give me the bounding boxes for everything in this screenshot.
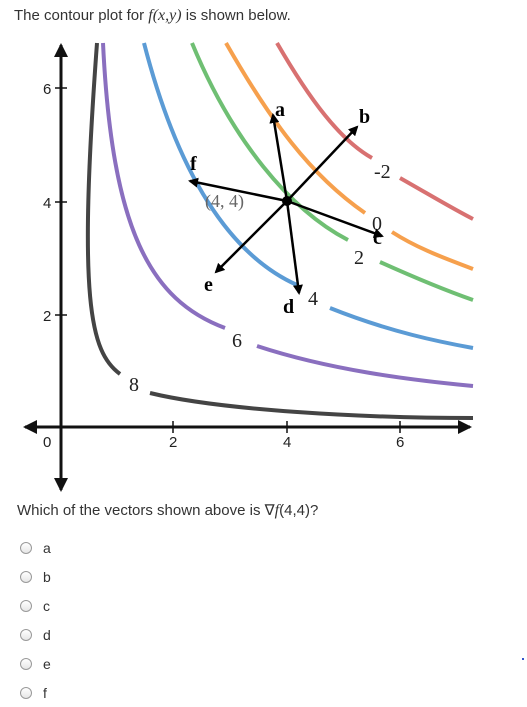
contour-label-minus2: -2	[374, 161, 391, 183]
option-label: b	[43, 569, 51, 585]
x-tick-0: 0	[43, 434, 51, 451]
option-label: c	[43, 598, 50, 614]
vector-label-c: c	[373, 227, 382, 249]
contour-curve-minus2-tail	[399, 176, 474, 221]
vector-b	[286, 125, 359, 202]
vector-label-d: d	[283, 296, 294, 318]
contour-label-8: 8	[129, 374, 139, 396]
y-tick-4: 4	[43, 195, 51, 212]
option-b[interactable]: b	[20, 566, 51, 588]
contour-curve-8-tail	[149, 391, 474, 420]
gradient-symbol: ∇	[264, 502, 275, 519]
prompt-after: is shown below.	[181, 7, 291, 24]
question-after: (4,4)?	[279, 502, 319, 519]
contour-curve-2	[190, 42, 349, 242]
radio-icon[interactable]	[20, 571, 32, 583]
option-a[interactable]: a	[20, 537, 51, 559]
x-tick-4: 4	[283, 434, 291, 451]
vector-d	[285, 200, 303, 295]
option-label: d	[43, 627, 51, 643]
radio-icon[interactable]	[20, 687, 32, 699]
vector-label-e: e	[204, 274, 213, 296]
vector-c	[286, 199, 384, 238]
y-tick-6: 6	[43, 81, 51, 98]
stray-dot	[522, 658, 524, 660]
option-label: f	[43, 685, 47, 701]
contour-label-4: 4	[308, 288, 318, 310]
contour-curve-6-tail	[256, 344, 474, 388]
vector-label-b: b	[359, 106, 370, 128]
question-before: Which of the vectors shown above is	[17, 502, 265, 519]
contour-label-0: 0	[372, 213, 382, 235]
vector-f	[188, 177, 288, 203]
prompt-function: f(x,y)	[148, 7, 182, 24]
option-c[interactable]: c	[20, 595, 50, 617]
contour-curve-6	[101, 42, 226, 330]
prompt-before: The contour plot for	[14, 7, 149, 24]
question-function: f	[274, 502, 280, 519]
point-label: (4, 4)	[205, 191, 244, 212]
vector-e	[214, 200, 288, 274]
contour-curve-4-tail	[329, 306, 474, 350]
vector-a	[269, 113, 289, 202]
contour-label-2: 2	[354, 247, 364, 269]
contour-curve-minus2	[275, 41, 373, 160]
vector-label-a: a	[275, 99, 285, 121]
vector-label-f: f	[190, 153, 197, 175]
radio-icon[interactable]	[20, 629, 32, 641]
option-d[interactable]: d	[20, 624, 51, 646]
contour-curve-0-tail	[390, 230, 474, 271]
prompt-text: The contour plot for f(x,y) is shown bel…	[14, 7, 291, 25]
question-text: Which of the vectors shown above is ∇f(4…	[17, 501, 318, 520]
x-tick-6: 6	[396, 434, 404, 451]
contour-plot: 0 2 4 6 2 4 6 8 6 4 2 0 -2 (4, 4) a b c …	[23, 41, 474, 492]
x-tick-2: 2	[169, 434, 177, 451]
contour-curve-2-tail	[379, 260, 474, 302]
radio-icon[interactable]	[20, 542, 32, 554]
contour-label-6: 6	[232, 330, 242, 352]
point-marker	[282, 196, 292, 206]
radio-icon[interactable]	[20, 658, 32, 670]
contour-curve-8	[85, 42, 122, 376]
option-label: e	[43, 656, 51, 672]
option-e[interactable]: e	[20, 653, 51, 675]
option-label: a	[43, 540, 51, 556]
contour-curve-0	[224, 42, 367, 215]
option-f[interactable]: f	[20, 682, 47, 704]
contour-curve-4	[142, 42, 298, 287]
y-tick-2: 2	[43, 308, 51, 325]
radio-icon[interactable]	[20, 600, 32, 612]
